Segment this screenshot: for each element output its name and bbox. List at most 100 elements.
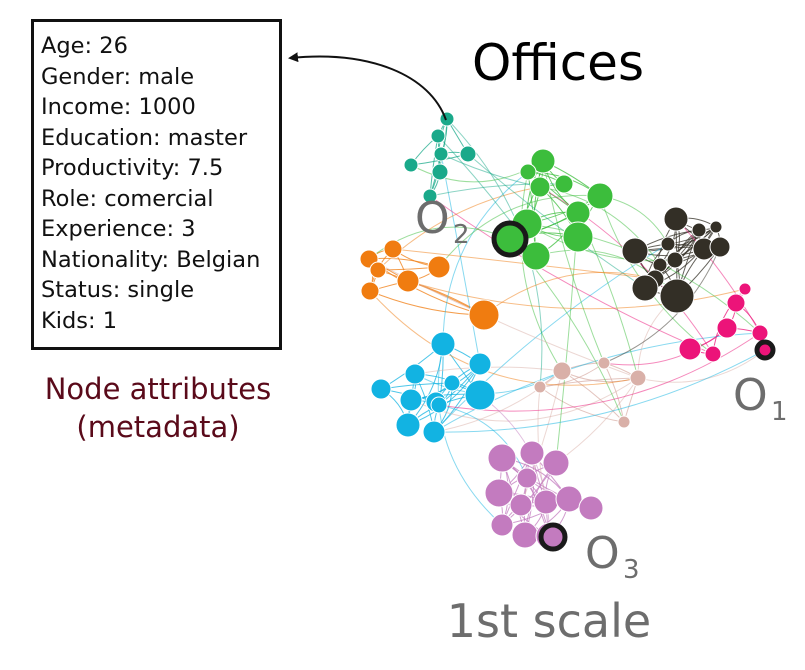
graph-node-orange [468, 299, 500, 331]
graph-node-teal [430, 128, 446, 144]
graph-node-blue [399, 388, 423, 412]
graph-node-pink [678, 337, 702, 361]
graph-node-orange [396, 269, 420, 293]
office-label-o3: O 3 [585, 528, 640, 585]
office-highlight-node [754, 339, 776, 361]
graph-node-blue [468, 352, 492, 376]
office-label-o2-base: O [415, 193, 450, 244]
office-label-o3-sub: 3 [623, 555, 640, 585]
graph-node-orange [360, 281, 380, 301]
attribute-line: Kids: 1 [41, 307, 118, 334]
graph-edge [369, 290, 639, 386]
graph-node-blue [464, 379, 496, 411]
graph-edge [438, 332, 761, 412]
graph-edge [483, 271, 656, 316]
graph-node-pink [738, 282, 752, 296]
graph-node-tan [552, 361, 572, 381]
graph-node-dark [691, 222, 707, 238]
graph-nodes [359, 111, 776, 552]
graph-node-green [562, 221, 594, 253]
graph-node-teal [431, 163, 449, 181]
graph-node-dark [660, 236, 676, 252]
graph-node-tan [597, 356, 611, 370]
graph-node-green [529, 176, 551, 198]
graph-node-blue [443, 374, 461, 392]
office-highlight-node [491, 220, 529, 258]
node-attributes-caption: Node attributes (metadata) [8, 370, 308, 446]
caption-line-1: Node attributes [44, 372, 272, 406]
graph-node-teal [433, 146, 449, 162]
graph-edge [603, 327, 728, 366]
graph-edge [429, 195, 714, 355]
office-label-o1-base: O [733, 370, 768, 421]
graph-node-pink [751, 324, 769, 342]
graph-edge [438, 194, 601, 268]
graph-node-purple [484, 478, 514, 508]
graph-node-blue [395, 412, 421, 438]
node-attributes-box: Age: 26 Gender: male Income: 1000 Education… [31, 19, 282, 350]
graph-node-purple [578, 495, 604, 521]
graph-edge [539, 386, 625, 423]
graph-node-purple [555, 485, 583, 513]
attribute-line: Role: comercial [41, 185, 214, 212]
office-label-o3-base: O [585, 528, 620, 579]
graph-edge [539, 186, 661, 266]
attribute-line: Age: 26 [41, 33, 128, 59]
office-label-o2: O 2 [415, 193, 470, 250]
graph-node-dark [709, 220, 723, 234]
attribute-line: Gender: male [41, 63, 195, 90]
graph-node-purple [542, 449, 570, 477]
graph-edge [433, 349, 766, 433]
attribute-line: Income: 1000 [41, 94, 196, 120]
graph-node-tan [533, 380, 547, 394]
attribute-line: Education: master [41, 124, 248, 151]
graph-node-teal [422, 188, 438, 204]
graph-node-purple [487, 443, 517, 473]
graph-node-teal [403, 157, 419, 173]
graph-edge [520, 370, 563, 506]
office-label-o1: O 1 [733, 370, 788, 427]
graph-edge [440, 153, 481, 365]
graph-node-pink [726, 293, 746, 313]
graph-node-purple [519, 440, 545, 466]
office-highlight-node [538, 522, 568, 552]
attribute-line: Nationality: Belgian [41, 246, 261, 273]
graph-node-pink [716, 317, 738, 339]
graph-node-tan [617, 415, 631, 429]
attribute-line: Productivity: 7.5 [41, 155, 224, 181]
graph-node-green [554, 174, 574, 194]
graph-node-orange [369, 261, 387, 279]
graph-node-orange [383, 239, 403, 259]
graph-title: Offices [472, 34, 644, 92]
graph-node-green [565, 200, 591, 226]
graph-node-dark [621, 237, 649, 265]
graph-node-dark [631, 274, 659, 302]
graph-node-green [586, 182, 614, 210]
graph-edge [433, 332, 761, 433]
graph-node-dark [663, 206, 689, 232]
graph-edge [539, 377, 639, 388]
graph-edge [407, 280, 746, 310]
graph-node-green [521, 241, 551, 271]
graph-node-blue [430, 331, 456, 357]
graph-node-dark [709, 236, 731, 258]
scale-label: 1st scale [447, 594, 651, 648]
graph-node-teal [459, 145, 477, 163]
graph-node-purple [490, 513, 514, 537]
graph-node-green [530, 148, 556, 174]
graph-edge [675, 218, 761, 334]
graph-edge [520, 171, 563, 372]
graph-node-dark [666, 251, 684, 269]
graph-node-green [519, 163, 537, 181]
graph-node-purple [533, 489, 559, 515]
graph-edge [433, 243, 669, 433]
graph-node-purple [511, 521, 539, 549]
graph-node-purple [509, 493, 533, 517]
graph-node-tan [629, 369, 647, 387]
graph-node-orange [427, 255, 451, 279]
pointer-arrow [288, 52, 447, 121]
attribute-line: Experience: 3 [41, 216, 196, 242]
graph-node-blue [430, 396, 448, 414]
graph-edge [437, 343, 503, 526]
graph-edge [433, 370, 563, 433]
